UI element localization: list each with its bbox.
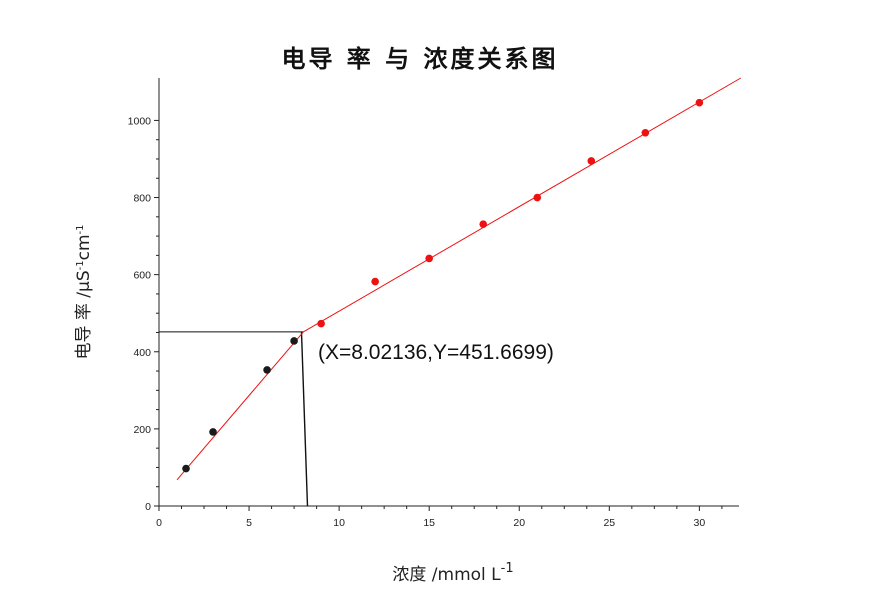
fit-line [303, 77, 742, 333]
x-tick-label: 10 [333, 517, 345, 529]
data-point [209, 428, 217, 436]
x-tick-label: 25 [603, 517, 615, 529]
data-point [182, 464, 190, 473]
y-axis-label: 电导 率 /μS-1cm-1 [74, 224, 94, 359]
y-tick-label: 200 [133, 424, 151, 436]
intersection-guides [159, 331, 309, 507]
data-point [641, 128, 650, 137]
y-tick-label: 0 [145, 501, 151, 513]
fit-line [176, 331, 304, 481]
data-point [317, 319, 325, 328]
x-axis-label: 浓度 /mmol L-1 [392, 561, 513, 585]
data-point [587, 157, 596, 165]
data-point [263, 366, 271, 374]
data-point [425, 254, 433, 263]
data-point [533, 193, 542, 202]
data-point [371, 277, 379, 286]
y-tick-label: 800 [133, 193, 151, 205]
data-point [290, 337, 298, 345]
x-tick-label: 5 [246, 517, 252, 529]
x-tick-label: 20 [513, 517, 525, 529]
y-tick-label: 1000 [128, 115, 152, 127]
x-tick-label: 15 [423, 517, 435, 529]
intersection-annotation: (X=8.02136,Y=451.6699) [318, 341, 554, 364]
data-points [182, 98, 704, 473]
x-tick-label: 0 [156, 517, 162, 529]
x-tick-label: 30 [694, 517, 706, 529]
y-tick-label: 600 [133, 270, 151, 282]
vertical-guide-line [300, 331, 309, 507]
data-point [695, 98, 704, 107]
chart-title: 电导 率 与 浓度关系图 [281, 45, 558, 73]
data-point [479, 220, 488, 228]
y-tick-label: 400 [133, 347, 151, 359]
x-axis: 0 5 10 15 20 25 30 [156, 505, 739, 529]
fit-lines [176, 77, 742, 481]
y-axis: 0 200 400 600 800 1000 [128, 78, 160, 513]
